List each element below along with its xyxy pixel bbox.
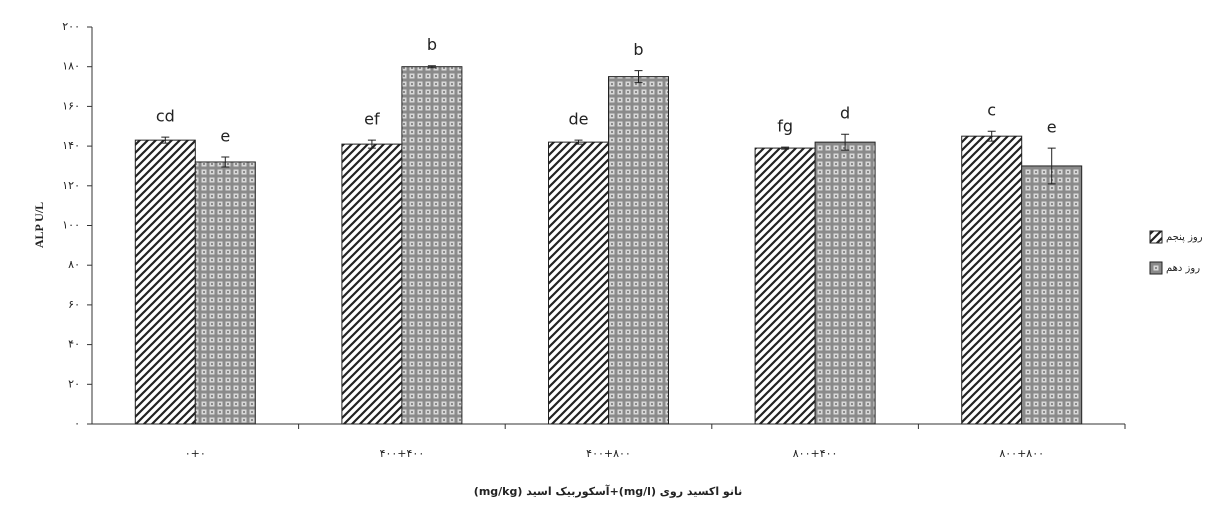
significance-letter: c — [987, 101, 996, 120]
error-bar — [367, 139, 376, 149]
y-tick-label: ۴۰ — [68, 338, 80, 351]
bar — [401, 66, 463, 425]
error-bar — [427, 65, 436, 69]
error-bar — [634, 70, 643, 84]
legend-swatch — [1149, 230, 1163, 244]
y-axis-label: ALP U/L — [32, 202, 46, 248]
significance-letter: e — [1047, 118, 1057, 137]
y-tick-label: ۲۰۰ — [62, 20, 80, 33]
significance-letter: b — [633, 40, 643, 59]
significance-letter: fg — [777, 117, 793, 136]
x-tick-label: ۴۰۰+۸۰۰ — [586, 447, 631, 460]
significance-letter: ef — [364, 110, 380, 129]
bar — [814, 141, 876, 425]
significance-letter: d — [840, 104, 850, 123]
x-tick-label: ۴۰۰+۴۰۰ — [380, 447, 425, 460]
error-bar — [161, 136, 170, 144]
error-bar — [574, 139, 583, 145]
x-axis-label: نانو اکسید روی (mg/l)+آسکوربیک اسید (mg/… — [474, 484, 742, 498]
x-tick-label: ۸۰۰+۴۰۰ — [793, 447, 838, 460]
y-tick-label: ۰ — [74, 417, 80, 430]
error-bar — [781, 146, 790, 150]
bar — [134, 139, 196, 425]
error-bar — [221, 156, 230, 168]
bar — [961, 135, 1023, 425]
bar — [1021, 165, 1083, 425]
significance-letter: de — [569, 110, 589, 129]
y-tick-label: ۱۲۰ — [62, 179, 80, 192]
legend-label: روز دهم — [1166, 263, 1200, 274]
error-bar — [1047, 147, 1056, 185]
y-tick-label: ۱۶۰ — [62, 99, 80, 112]
error-bar — [841, 133, 850, 151]
y-tick-label: ۱۸۰ — [62, 60, 80, 73]
bar — [194, 161, 256, 425]
y-tick-label: ۶۰ — [68, 298, 80, 311]
x-tick-label: ۸۰۰+۸۰۰ — [999, 447, 1044, 460]
bar — [608, 76, 669, 425]
y-tick-label: ۲۰ — [68, 377, 80, 390]
significance-letter: cd — [156, 107, 175, 126]
significance-letter: e — [220, 127, 230, 146]
bar — [548, 141, 609, 425]
bar — [754, 147, 816, 425]
legend-swatch — [1149, 261, 1163, 275]
y-tick-label: ۱۰۰ — [62, 219, 80, 232]
y-tick-label: ۸۰ — [68, 258, 80, 271]
error-bar — [987, 130, 996, 142]
x-tick-label: ۰+۰ — [185, 447, 206, 460]
y-tick-label: ۱۴۰ — [62, 139, 80, 152]
legend-label: روز پنجم — [1166, 232, 1203, 243]
bar — [341, 143, 403, 425]
significance-letter: b — [427, 35, 437, 54]
